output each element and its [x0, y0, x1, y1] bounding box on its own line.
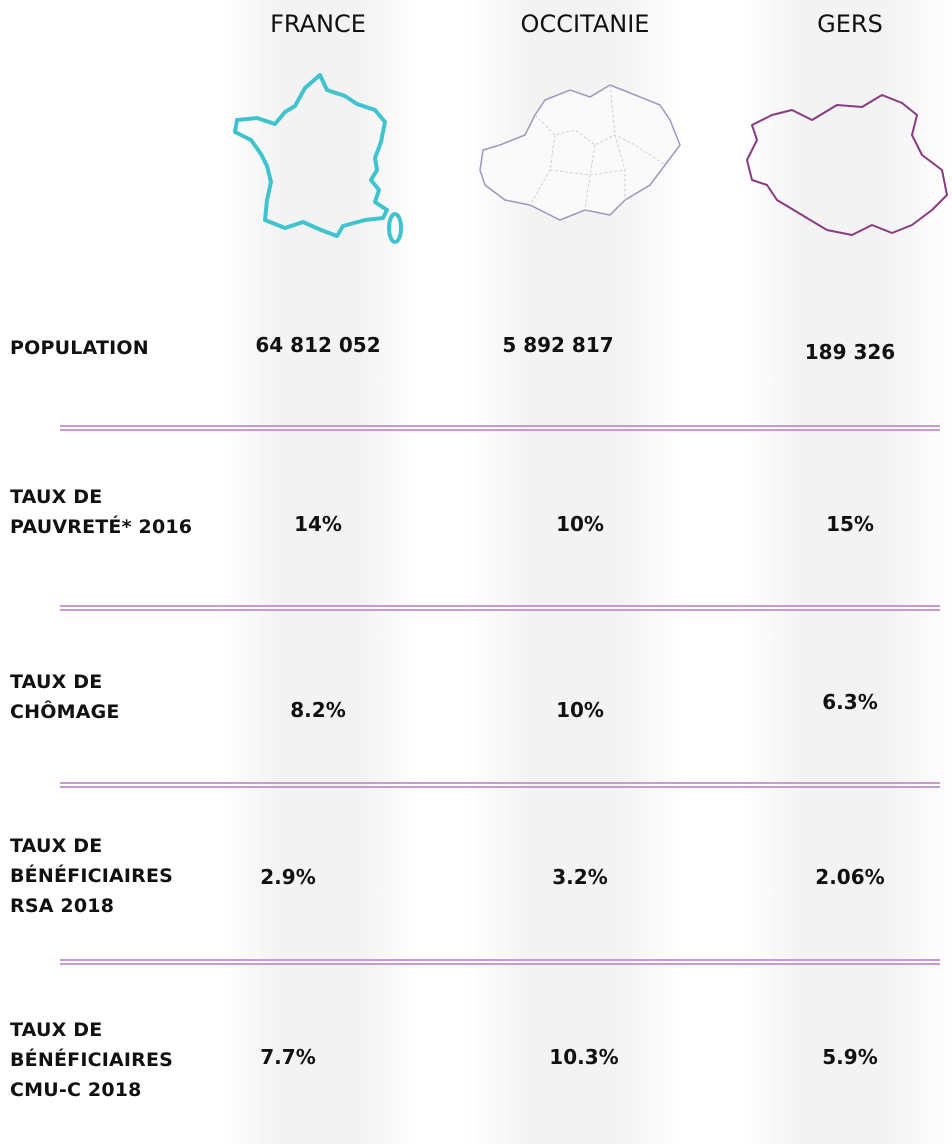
- row-label-line: POPULATION: [10, 337, 149, 359]
- row-label-line: TAUX DE: [10, 486, 103, 508]
- row-label-line: BÉNÉFICIAIRES: [10, 865, 174, 887]
- column-header: GERS: [817, 10, 883, 38]
- row-label-line: TAUX DE: [10, 835, 103, 857]
- cell-value: 7.7%: [260, 1045, 316, 1069]
- row-label: TAUX DE BÉNÉFICIAIRES RSA 2018: [10, 831, 173, 921]
- row-label: TAUX DE PAUVRETÉ* 2016: [10, 482, 192, 542]
- separator: [60, 425, 940, 431]
- row-label-line: CMU-C 2018: [10, 1079, 142, 1101]
- cell-value: 15%: [826, 512, 874, 536]
- cell-value: 5 892 817: [502, 333, 614, 357]
- cell-value: 8.2%: [290, 698, 346, 722]
- row-label: TAUX DE BÉNÉFICIAIRES CMU-C 2018: [10, 1015, 173, 1105]
- row-label: TAUX DE CHÔMAGE: [10, 667, 120, 727]
- gers-map: [746, 94, 948, 236]
- cell-value: 10%: [556, 512, 604, 536]
- column-header: OCCITANIE: [520, 10, 650, 38]
- france-map: [233, 73, 403, 244]
- row-label-line: BÉNÉFICIAIRES: [10, 1049, 174, 1071]
- cell-value: 3.2%: [552, 865, 608, 889]
- cell-value: 189 326: [804, 340, 896, 364]
- row-label-line: RSA 2018: [10, 895, 115, 917]
- row-label-line: TAUX DE: [10, 671, 103, 693]
- cell-value: 10%: [556, 698, 604, 722]
- row-label-line: PAUVRETÉ* 2016: [10, 516, 193, 538]
- occitanie-map: [479, 84, 681, 221]
- cell-value: 2.9%: [260, 865, 316, 889]
- cell-value: 10.3%: [549, 1045, 619, 1069]
- cell-value: 5.9%: [822, 1045, 878, 1069]
- column-band: [740, 0, 952, 1144]
- separator: [60, 605, 940, 611]
- column-band: [220, 0, 420, 1144]
- row-label-line: TAUX DE: [10, 1019, 103, 1041]
- cell-value: 64 812 052: [255, 333, 381, 357]
- column-header: FRANCE: [270, 10, 366, 38]
- cell-value: 14%: [294, 512, 342, 536]
- cell-value: 6.3%: [822, 690, 878, 714]
- row-label: POPULATION: [10, 333, 149, 363]
- separator: [60, 782, 940, 788]
- separator: [60, 959, 940, 965]
- row-label-line: CHÔMAGE: [10, 701, 120, 723]
- cell-value: 2.06%: [815, 865, 885, 889]
